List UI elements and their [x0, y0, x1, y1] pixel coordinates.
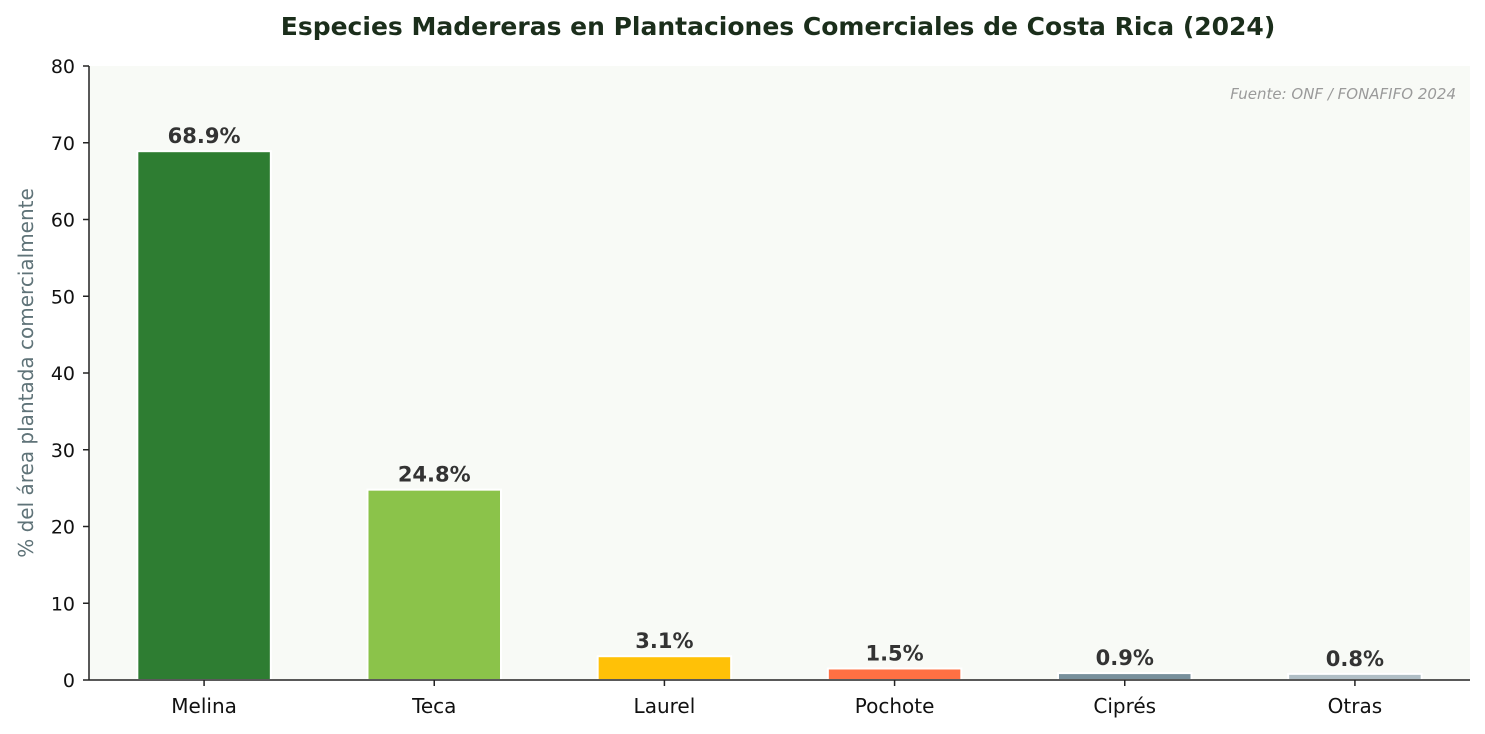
x-tick-label: Otras — [1328, 694, 1382, 718]
x-tick-label: Ciprés — [1093, 694, 1156, 718]
plot-area — [89, 66, 1470, 680]
data-label: 0.9% — [1096, 646, 1154, 670]
y-axis-label: % del área plantada comercialmente — [14, 188, 38, 558]
bar-cipr-s — [1057, 672, 1193, 682]
x-tick-label: Laurel — [634, 694, 696, 718]
x-tick-label: Pochote — [855, 694, 935, 718]
x-axis: Melina Teca Laurel Pochote Ciprés Otras — [89, 679, 1470, 718]
bar-teca — [366, 488, 502, 681]
y-tick-label: 70 — [51, 133, 75, 155]
y-tick-label: 80 — [51, 56, 75, 78]
data-label: 68.9% — [168, 124, 241, 148]
bar-laurel — [596, 655, 733, 682]
x-tick-label: Teca — [411, 694, 456, 718]
bar-pochote — [826, 667, 963, 681]
chart-title: Especies Madereras en Plantaciones Comer… — [281, 12, 1276, 41]
bar-melina — [136, 150, 272, 681]
data-label: 0.8% — [1326, 647, 1384, 671]
y-tick-label: 0 — [63, 670, 75, 692]
y-tick-label: 30 — [51, 440, 75, 462]
data-label: 1.5% — [865, 641, 923, 665]
bar-otras — [1287, 672, 1423, 681]
data-label: 24.8% — [398, 463, 471, 487]
y-tick-label: 20 — [51, 517, 75, 539]
y-axis: 0 10 20 30 40 50 60 70 80 — [51, 56, 90, 692]
y-tick-label: 50 — [51, 286, 75, 308]
data-label: 3.1% — [635, 629, 693, 653]
y-tick-label: 40 — [51, 363, 75, 385]
y-tick-label: 60 — [51, 210, 75, 232]
source-note: Fuente: ONF / FONAFIFO 2024 — [1230, 85, 1456, 103]
bars: 68.9% 24.8% 3.1% 1.5% 0.9% 0.8% — [136, 124, 1423, 682]
x-tick-label: Melina — [171, 694, 237, 718]
y-tick-label: 10 — [51, 593, 75, 615]
